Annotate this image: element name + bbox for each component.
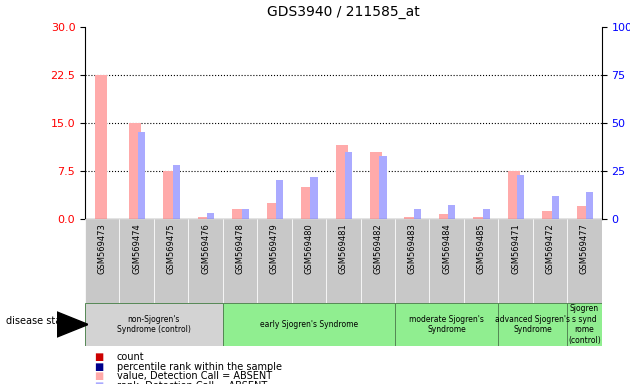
Text: non-Sjogren's
Syndrome (control): non-Sjogren's Syndrome (control) xyxy=(117,315,191,334)
Bar xyxy=(276,180,284,219)
Bar xyxy=(498,303,567,346)
Bar xyxy=(163,171,175,219)
Text: ■: ■ xyxy=(94,381,104,384)
Bar xyxy=(345,152,352,219)
Bar xyxy=(551,196,559,219)
Bar xyxy=(567,219,602,303)
Text: GSM569479: GSM569479 xyxy=(270,223,279,274)
Bar xyxy=(414,209,421,219)
Bar xyxy=(85,303,223,346)
Text: GSM569471: GSM569471 xyxy=(511,223,520,274)
Bar xyxy=(311,177,318,219)
Bar xyxy=(379,156,387,219)
Text: GSM569484: GSM569484 xyxy=(442,223,451,274)
Text: GSM569475: GSM569475 xyxy=(167,223,176,274)
Text: Sjogren
s synd
rome
(control): Sjogren s synd rome (control) xyxy=(568,305,601,344)
Bar xyxy=(542,211,554,219)
Bar xyxy=(533,219,567,303)
Bar xyxy=(586,192,593,219)
Bar xyxy=(223,303,395,346)
Bar xyxy=(576,206,588,219)
Bar xyxy=(120,219,154,303)
Bar xyxy=(223,219,257,303)
Text: GDS3940 / 211585_at: GDS3940 / 211585_at xyxy=(267,5,420,19)
Text: count: count xyxy=(117,352,144,362)
Bar xyxy=(395,303,498,346)
Bar xyxy=(198,217,210,219)
Bar xyxy=(257,219,292,303)
Bar xyxy=(498,219,533,303)
Bar xyxy=(483,209,490,219)
Bar xyxy=(173,165,180,219)
Bar xyxy=(395,219,430,303)
Bar xyxy=(85,219,120,303)
Text: ■: ■ xyxy=(94,362,104,372)
Text: ■: ■ xyxy=(94,352,104,362)
Text: GSM569477: GSM569477 xyxy=(580,223,589,274)
Text: disease state: disease state xyxy=(6,316,71,326)
Bar xyxy=(326,219,360,303)
Text: GSM569474: GSM569474 xyxy=(132,223,141,274)
Text: value, Detection Call = ABSENT: value, Detection Call = ABSENT xyxy=(117,371,272,381)
Bar xyxy=(473,217,485,219)
Text: rank, Detection Call = ABSENT: rank, Detection Call = ABSENT xyxy=(117,381,266,384)
Text: advanced Sjogren's
Syndrome: advanced Sjogren's Syndrome xyxy=(495,315,570,334)
Text: GSM569478: GSM569478 xyxy=(236,223,244,274)
Text: early Sjogren's Syndrome: early Sjogren's Syndrome xyxy=(260,320,358,329)
Text: GSM569485: GSM569485 xyxy=(477,223,486,274)
Bar xyxy=(138,132,146,219)
Bar xyxy=(154,219,188,303)
Bar xyxy=(292,219,326,303)
Bar xyxy=(517,175,524,219)
Bar xyxy=(508,171,520,219)
Text: GSM569482: GSM569482 xyxy=(374,223,382,274)
Bar xyxy=(129,123,141,219)
Bar xyxy=(188,219,223,303)
Text: GSM569472: GSM569472 xyxy=(546,223,554,274)
Bar xyxy=(430,219,464,303)
Bar xyxy=(232,209,244,219)
Text: GSM569473: GSM569473 xyxy=(98,223,106,274)
Text: percentile rank within the sample: percentile rank within the sample xyxy=(117,362,282,372)
Bar xyxy=(241,209,249,219)
Text: GSM569483: GSM569483 xyxy=(408,223,416,274)
Bar xyxy=(207,213,214,219)
Text: GSM569476: GSM569476 xyxy=(201,223,210,274)
Bar xyxy=(439,214,451,219)
Bar xyxy=(94,75,106,219)
Bar xyxy=(360,219,395,303)
Bar xyxy=(336,145,348,219)
Bar xyxy=(404,217,416,219)
Bar xyxy=(448,205,455,219)
Bar xyxy=(266,203,278,219)
Bar xyxy=(567,303,602,346)
Polygon shape xyxy=(57,312,88,337)
Bar xyxy=(370,152,382,219)
Text: GSM569480: GSM569480 xyxy=(304,223,313,274)
Text: moderate Sjogren's
Syndrome: moderate Sjogren's Syndrome xyxy=(410,315,484,334)
Text: ■: ■ xyxy=(94,371,104,381)
Bar xyxy=(301,187,313,219)
Bar xyxy=(464,219,498,303)
Text: GSM569481: GSM569481 xyxy=(339,223,348,274)
